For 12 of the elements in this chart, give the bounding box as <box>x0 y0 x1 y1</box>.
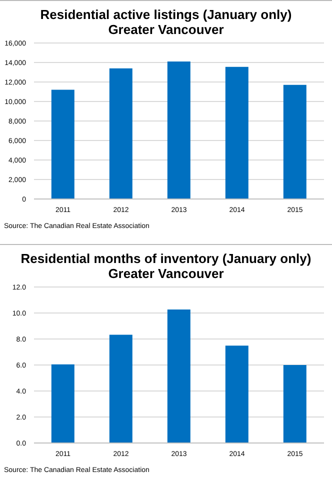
bar <box>51 364 74 443</box>
chart-title: Residential active listings (January only) Greater Vancouver <box>39 6 293 37</box>
chart-title: Residential months of inventory (January only) Greater Vancouver <box>20 250 312 281</box>
bar <box>225 66 248 199</box>
bar <box>109 334 132 443</box>
bar <box>225 346 248 443</box>
bar <box>283 84 306 199</box>
bar <box>167 309 190 443</box>
bar <box>167 62 190 199</box>
bar <box>109 68 132 199</box>
bar <box>283 365 306 443</box>
bar <box>51 90 74 199</box>
